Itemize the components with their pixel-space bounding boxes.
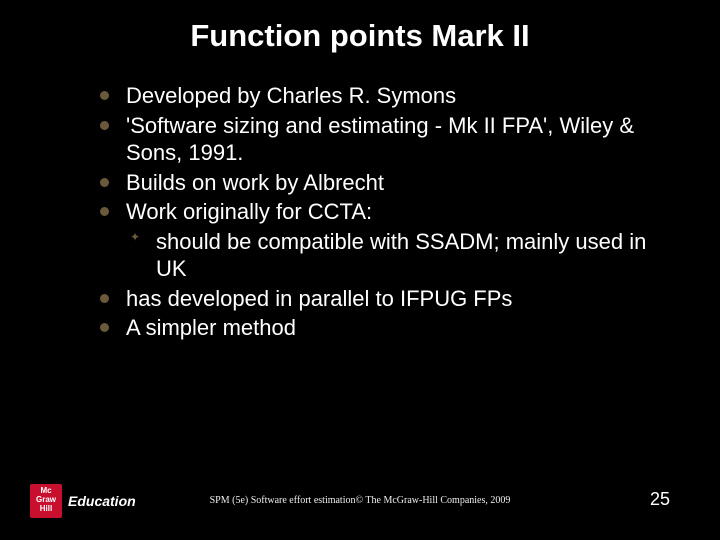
slide: Function points Mark II Developed by Cha… — [0, 0, 720, 540]
list-item-text: Work originally for CCTA: — [126, 199, 372, 224]
sub-list-item: should be compatible with SSADM; mainly … — [126, 228, 660, 283]
page-number: 25 — [650, 489, 670, 510]
list-item: A simpler method — [100, 314, 660, 342]
bullet-list: Developed by Charles R. Symons 'Software… — [100, 82, 660, 342]
footer-copyright: SPM (5e) Software effort estimation© The… — [0, 495, 720, 506]
slide-title: Function points Mark II — [100, 18, 620, 54]
list-item: 'Software sizing and estimating - Mk II … — [100, 112, 660, 167]
slide-footer: Mc Graw Hill Education SPM (5e) Software… — [0, 480, 720, 520]
list-item: has developed in parallel to IFPUG FPs — [100, 285, 660, 313]
list-item: Work originally for CCTA: should be comp… — [100, 198, 660, 283]
list-item: Developed by Charles R. Symons — [100, 82, 660, 110]
slide-content: Developed by Charles R. Symons 'Software… — [100, 82, 660, 342]
sub-bullet-list: should be compatible with SSADM; mainly … — [126, 228, 660, 283]
list-item: Builds on work by Albrecht — [100, 169, 660, 197]
